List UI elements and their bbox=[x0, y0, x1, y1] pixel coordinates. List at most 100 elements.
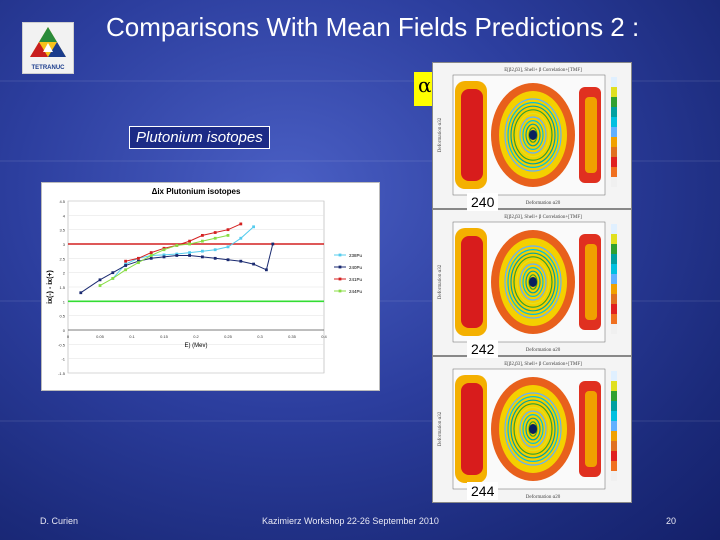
data-point-0-6 bbox=[188, 251, 191, 254]
data-point-1-13 bbox=[252, 262, 255, 266]
legend-label-0: 238Pu bbox=[349, 253, 363, 258]
data-point-1-3 bbox=[124, 264, 127, 267]
data-point-2-9 bbox=[239, 222, 243, 226]
y-tick-label-5: 1 bbox=[63, 299, 66, 304]
heatmap-contour-0 bbox=[504, 392, 562, 466]
x-tick-label-7: 0.35 bbox=[288, 334, 297, 339]
heatmap-contour-6 bbox=[522, 266, 544, 297]
colorbar-segment-7 bbox=[611, 147, 617, 157]
colorbar-segment-9 bbox=[611, 167, 617, 177]
heatmap-contour-5 bbox=[519, 263, 547, 301]
heatmap-contour-2 bbox=[510, 105, 556, 165]
colorbar-segment-7 bbox=[611, 441, 617, 451]
colorbar-segment-0 bbox=[611, 371, 617, 381]
data-point-3-6 bbox=[175, 244, 179, 247]
colorbar-segment-3 bbox=[611, 107, 617, 117]
heatmap-contour-5 bbox=[519, 116, 547, 154]
heatmap-minimum bbox=[529, 277, 537, 287]
x-tick-label-2: 0.1 bbox=[129, 334, 135, 339]
data-point-3-1 bbox=[111, 277, 115, 280]
x-tick-label-4: 0.2 bbox=[193, 334, 199, 339]
heatmap-242pu: E[β2,β3], Shell+ β Correlation+[TMF] Defo… bbox=[432, 209, 632, 356]
heatmap-contour-1 bbox=[507, 395, 559, 463]
data-point-0-11 bbox=[252, 225, 255, 229]
heatmap-contour-0 bbox=[504, 98, 562, 172]
data-point-1-15 bbox=[271, 242, 275, 246]
heatmap-svg-2: E[β2,β3], Shell+ β Correlation+[TMF] Defo… bbox=[433, 357, 631, 502]
data-point-3-8 bbox=[201, 239, 204, 243]
heatmap-xlabel: Deformation α20 bbox=[526, 348, 561, 353]
heatmap-header: E[β2,β3], Shell+ β Correlation+[TMF] bbox=[504, 68, 582, 73]
y-tick-label-4: 0.5 bbox=[59, 314, 65, 319]
x-axis-label: E) (Mev) bbox=[185, 343, 208, 349]
colorbar-segment-5 bbox=[611, 127, 617, 137]
heatmap-contour-4 bbox=[516, 259, 550, 305]
colorbar-segment-8 bbox=[611, 451, 617, 461]
heatmap-xlabel: Deformation α20 bbox=[526, 495, 561, 500]
y-tick-label-12: 4.5 bbox=[59, 199, 65, 204]
data-point-1-0 bbox=[79, 291, 83, 295]
y-tick-label-2: -0.5 bbox=[58, 342, 66, 347]
data-point-1-14 bbox=[265, 268, 268, 272]
logo-text: TETRANUC bbox=[31, 65, 65, 71]
colorbar-segment-2 bbox=[611, 391, 617, 401]
heatmap-contour-1 bbox=[507, 248, 559, 316]
data-point-2-1 bbox=[137, 256, 140, 260]
heatmap-contour-7 bbox=[525, 270, 541, 294]
legend-label-1: 240Pu bbox=[349, 265, 363, 270]
colorbar-segment-4 bbox=[611, 117, 617, 127]
colorbar-segment-1 bbox=[611, 87, 617, 97]
heatmap-xlabel: Deformation α20 bbox=[526, 201, 561, 206]
heatmap-contour-2 bbox=[510, 399, 556, 459]
heatmap-minimum bbox=[529, 130, 537, 140]
data-point-0-1 bbox=[124, 262, 127, 266]
heatmap-ylabel: Deformation α32 bbox=[438, 117, 443, 152]
heatmap-left-core bbox=[461, 383, 483, 475]
colorbar-segment-10 bbox=[611, 471, 617, 481]
colorbar-segment-3 bbox=[611, 254, 617, 264]
series-line-1 bbox=[80, 243, 274, 294]
heatmap-contour-6 bbox=[522, 119, 544, 150]
heatmap-contour-3 bbox=[513, 403, 553, 455]
data-point-3-3 bbox=[137, 261, 140, 265]
data-point-2-5 bbox=[188, 239, 191, 243]
heatmap-contour-3 bbox=[513, 256, 553, 308]
colorbar-segment-8 bbox=[611, 157, 617, 167]
heatmap-contour-2 bbox=[510, 252, 556, 312]
data-point-1-8 bbox=[188, 254, 191, 257]
data-point-1-2 bbox=[111, 271, 115, 275]
colorbar-segment-10 bbox=[611, 177, 617, 187]
legend-marker-2 bbox=[338, 277, 342, 281]
heatmap-left-core bbox=[461, 89, 483, 181]
chart-title: Δix Plutonium isotopes bbox=[152, 187, 241, 196]
legend-marker-1 bbox=[338, 265, 342, 269]
colorbar-segment-0 bbox=[611, 224, 617, 234]
plutonium-isotopes-label: Plutonium isotopes bbox=[129, 126, 270, 149]
heatmap-ylabel: Deformation α32 bbox=[438, 264, 443, 299]
colorbar-segment-2 bbox=[611, 97, 617, 107]
heatmap-contour-1 bbox=[507, 101, 559, 169]
colorbar-segment-4 bbox=[611, 411, 617, 421]
colorbar-segment-0 bbox=[611, 77, 617, 87]
x-tick-label-8: 0.4 bbox=[321, 334, 327, 339]
colorbar-segment-1 bbox=[611, 234, 617, 244]
x-tick-label-3: 0.15 bbox=[160, 334, 169, 339]
x-tick-label-5: 0.25 bbox=[224, 334, 233, 339]
legend-label-2: 241Pu bbox=[349, 277, 363, 282]
data-point-1-6 bbox=[162, 255, 166, 259]
heatmap-contour-7 bbox=[525, 123, 541, 147]
data-point-1-7 bbox=[175, 254, 179, 257]
page-number: 20 bbox=[666, 516, 677, 526]
heatmap-ylabel: Deformation α32 bbox=[438, 411, 443, 446]
colorbar-segment-4 bbox=[611, 264, 617, 274]
colorbar-segment-2 bbox=[611, 244, 617, 254]
delta-ix-chart: Δix Plutonium isotopes -1.5 -1 -0.5 0 0.5 1 1.5… bbox=[41, 182, 380, 391]
heatmap-contour-4 bbox=[516, 112, 550, 158]
heatmap-right-core bbox=[585, 244, 597, 320]
nucleus-label-244: 244 bbox=[467, 482, 499, 500]
colorbar-segment-6 bbox=[611, 284, 617, 294]
slide-title: Comparisons With Mean Fields Predictions… bbox=[106, 12, 640, 42]
heatmap-svg-1: E[β2,β3], Shell+ β Correlation+[TMF] Defo… bbox=[433, 210, 631, 355]
data-point-1-9 bbox=[201, 255, 204, 259]
colorbar-segment-7 bbox=[611, 294, 617, 304]
